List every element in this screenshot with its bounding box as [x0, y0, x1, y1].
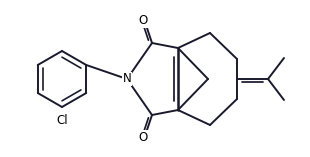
Text: O: O	[138, 14, 148, 27]
Text: N: N	[123, 73, 131, 86]
Text: O: O	[138, 131, 148, 144]
Text: Cl: Cl	[56, 114, 68, 127]
